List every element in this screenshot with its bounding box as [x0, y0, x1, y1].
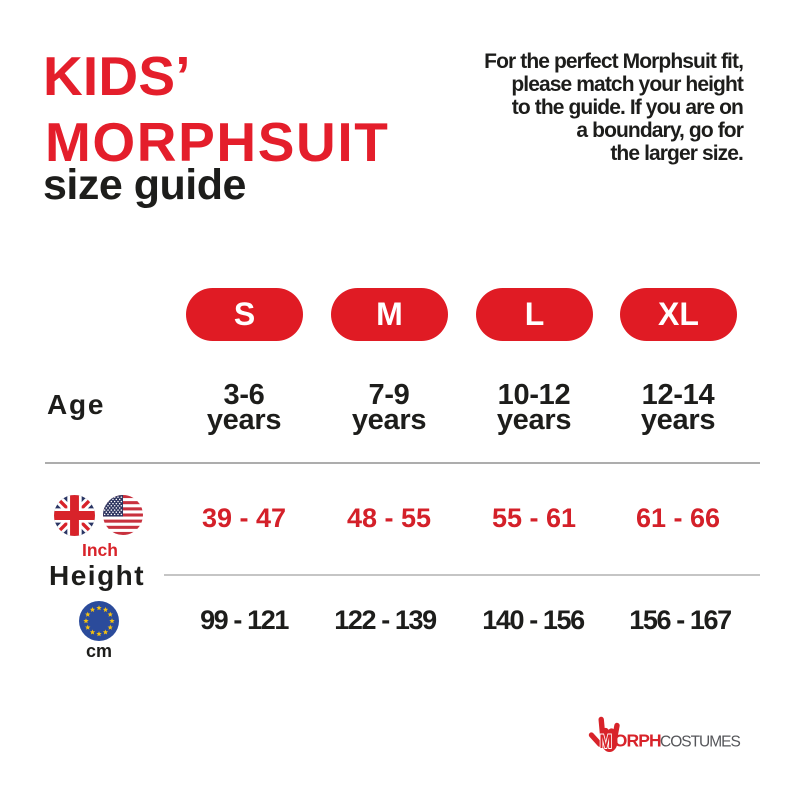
svg-text:ORPH: ORPH: [614, 731, 661, 751]
svg-text:M: M: [600, 732, 613, 753]
svg-text:COSTUMES: COSTUMES: [660, 734, 741, 751]
